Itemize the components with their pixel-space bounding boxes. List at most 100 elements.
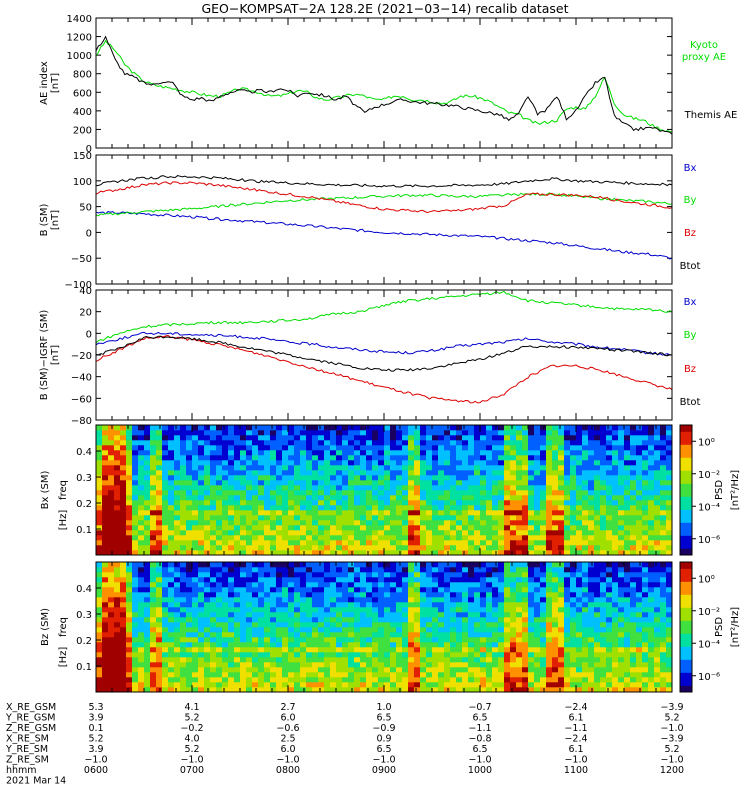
spectrogram-cell xyxy=(624,440,631,446)
spectrogram-cell xyxy=(174,597,181,603)
spectrogram-cell xyxy=(216,435,223,441)
spectrogram-cell xyxy=(546,617,553,623)
spectrogram-cell xyxy=(246,657,253,663)
spectrogram-cell xyxy=(360,627,367,633)
spectrogram-cell xyxy=(426,525,433,531)
spectrogram-cell xyxy=(138,505,145,511)
spectrogram-cell xyxy=(438,582,445,588)
spectrogram-cell xyxy=(630,465,637,471)
spectrogram-cell xyxy=(408,682,415,688)
spectrogram-cell xyxy=(654,540,661,546)
spectrogram-cell xyxy=(312,582,319,588)
spectrogram-cell xyxy=(564,540,571,546)
spectrogram-cell xyxy=(648,525,655,531)
spectrogram-cell xyxy=(312,445,319,451)
spectrogram-cell xyxy=(378,455,385,461)
spectrogram-cell xyxy=(390,530,397,536)
spectrogram-cell xyxy=(186,425,193,431)
spectrogram-cell xyxy=(516,672,523,678)
spectrogram-cell xyxy=(420,672,427,678)
spectrogram-cell xyxy=(630,550,637,556)
spectrogram-cell xyxy=(324,445,331,451)
spectrogram-cell xyxy=(354,525,361,531)
spectrogram-cell xyxy=(138,667,145,673)
spectrogram-cell xyxy=(312,470,319,476)
spectrogram-cell xyxy=(252,667,259,673)
spectrogram-cell xyxy=(648,535,655,541)
spectrogram-cell xyxy=(570,535,577,541)
spectrogram-cell xyxy=(312,520,319,526)
spectrogram-cell xyxy=(162,465,169,471)
spectrogram-cell xyxy=(330,445,337,451)
spectrogram-cell xyxy=(390,622,397,628)
spectrogram-cell xyxy=(552,445,559,451)
spectrogram-cell xyxy=(234,485,241,491)
spectrogram-cell xyxy=(198,510,205,516)
spectrogram-cell xyxy=(522,525,529,531)
spectrogram-cell xyxy=(138,430,145,436)
spectrogram-cell xyxy=(120,425,127,431)
spectrogram-cell xyxy=(108,647,115,653)
spectrogram-cell xyxy=(546,632,553,638)
spectrogram-cell xyxy=(480,530,487,536)
series-line-bx xyxy=(96,211,672,260)
spectrogram-cell xyxy=(516,602,523,608)
spectrogram-cell xyxy=(330,535,337,541)
spectrogram-cell xyxy=(372,592,379,598)
spectrogram-cell xyxy=(96,592,103,598)
spectrogram-cell xyxy=(414,627,421,633)
spectrogram-cell xyxy=(240,682,247,688)
spectrogram-cell xyxy=(198,657,205,663)
spectrogram-cell xyxy=(414,592,421,598)
spectrogram-cell xyxy=(204,490,211,496)
spectrogram-cell xyxy=(222,657,229,663)
spectrogram-cell xyxy=(132,597,139,603)
spectrogram-cell xyxy=(336,530,343,536)
spectrogram-cell xyxy=(504,520,511,526)
spectrogram-cell xyxy=(372,450,379,456)
spectrogram-cell xyxy=(504,592,511,598)
spectrogram-cell xyxy=(192,470,199,476)
spectrogram-cell xyxy=(462,592,469,598)
spectrogram-cell xyxy=(426,505,433,511)
spectrogram-cell xyxy=(204,677,211,683)
spectrogram-cell xyxy=(138,607,145,613)
spectrogram-cell xyxy=(354,587,361,593)
spectrogram-cell xyxy=(378,510,385,516)
spectrogram-cell xyxy=(384,562,391,568)
spectrogram-cell xyxy=(570,480,577,486)
spectrogram-cell xyxy=(174,652,181,658)
spectrogram-cell xyxy=(228,530,235,536)
spectrogram-cell xyxy=(294,632,301,638)
spectrogram-cell xyxy=(294,485,301,491)
spectrogram-cell xyxy=(420,622,427,628)
spectrogram-cell xyxy=(264,572,271,578)
spectrogram-cell xyxy=(180,627,187,633)
spectrogram-cell xyxy=(120,430,127,436)
spectrogram-cell xyxy=(138,617,145,623)
spectrogram-cell xyxy=(504,470,511,476)
spectrogram-cell xyxy=(498,597,505,603)
spectrogram-cell xyxy=(96,677,103,683)
spectrogram-cell xyxy=(318,505,325,511)
spectrogram-cell xyxy=(402,632,409,638)
spectrogram-cell xyxy=(372,677,379,683)
spectrogram-cell xyxy=(552,545,559,551)
spectrogram-cell xyxy=(294,592,301,598)
spectrogram-cell xyxy=(186,480,193,486)
spectrogram-cell xyxy=(504,637,511,643)
spectrogram-cell xyxy=(504,460,511,466)
spectrogram-cell xyxy=(504,567,511,573)
spectrogram-cell xyxy=(432,505,439,511)
spectrogram-cell xyxy=(138,540,145,546)
spectrogram-cell xyxy=(408,440,415,446)
spectrogram-cell xyxy=(354,500,361,506)
spectrogram-cell xyxy=(534,430,541,436)
spectrogram-cell xyxy=(210,652,217,658)
spectrogram-cell xyxy=(648,550,655,556)
spectrogram-cell xyxy=(264,450,271,456)
spectrogram-cell xyxy=(300,567,307,573)
spectrogram-cell xyxy=(102,667,109,673)
spectrogram-cell xyxy=(408,647,415,653)
spectrogram-cell xyxy=(342,455,349,461)
